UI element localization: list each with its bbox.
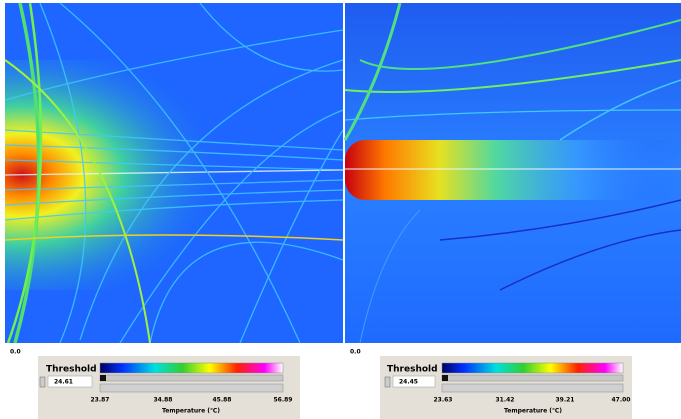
- scale-tick: 34.88: [154, 397, 173, 404]
- thermal-image-right: [345, 3, 681, 343]
- thermal-image-left: [5, 3, 343, 343]
- scale-tick: 47.00: [612, 397, 631, 404]
- plume: [345, 140, 681, 200]
- slider-track[interactable]: [442, 375, 623, 381]
- threshold-label: Threshold: [46, 365, 97, 375]
- spinner[interactable]: [40, 377, 45, 387]
- scale-tick: 39.21: [556, 397, 575, 404]
- scale-tick: 56.89: [274, 397, 293, 404]
- axis-label: Temperature (℃): [504, 408, 562, 415]
- color-bar: [442, 363, 623, 373]
- range-bar: [442, 384, 623, 392]
- scale-tick: 31.42: [496, 397, 515, 404]
- threshold-value: 24.45: [399, 379, 418, 386]
- slider-thumb[interactable]: [442, 375, 448, 381]
- threshold-panel-right: Threshold 24.45 23.63 31.42 39.21 47.00 …: [380, 356, 632, 419]
- slider-track[interactable]: [100, 375, 283, 381]
- hot-spot: [5, 60, 343, 290]
- threshold-label: Threshold: [387, 365, 438, 375]
- scale-tick: 23.63: [434, 397, 453, 404]
- color-bar: [100, 363, 283, 373]
- origin-label: 0.0: [10, 349, 21, 356]
- scale-tick: 45.88: [213, 397, 232, 404]
- axis-label: Temperature (℃): [162, 408, 220, 415]
- spinner[interactable]: [385, 377, 390, 387]
- slider-thumb[interactable]: [100, 375, 106, 381]
- threshold-value: 24.61: [54, 379, 73, 386]
- threshold-panel-left: Threshold 24.61 23.87 34.88 45.88 56.89 …: [38, 356, 300, 419]
- range-bar: [100, 384, 283, 392]
- screen: 0.0 0.0 Threshold 24.61 23.87 34.88 45.8…: [0, 0, 681, 419]
- origin-label: 0.0: [350, 349, 361, 356]
- page: 0.0 0.0 Threshold 24.61 23.87 34.88 45.8…: [0, 0, 681, 419]
- scale-tick: 23.87: [91, 397, 110, 404]
